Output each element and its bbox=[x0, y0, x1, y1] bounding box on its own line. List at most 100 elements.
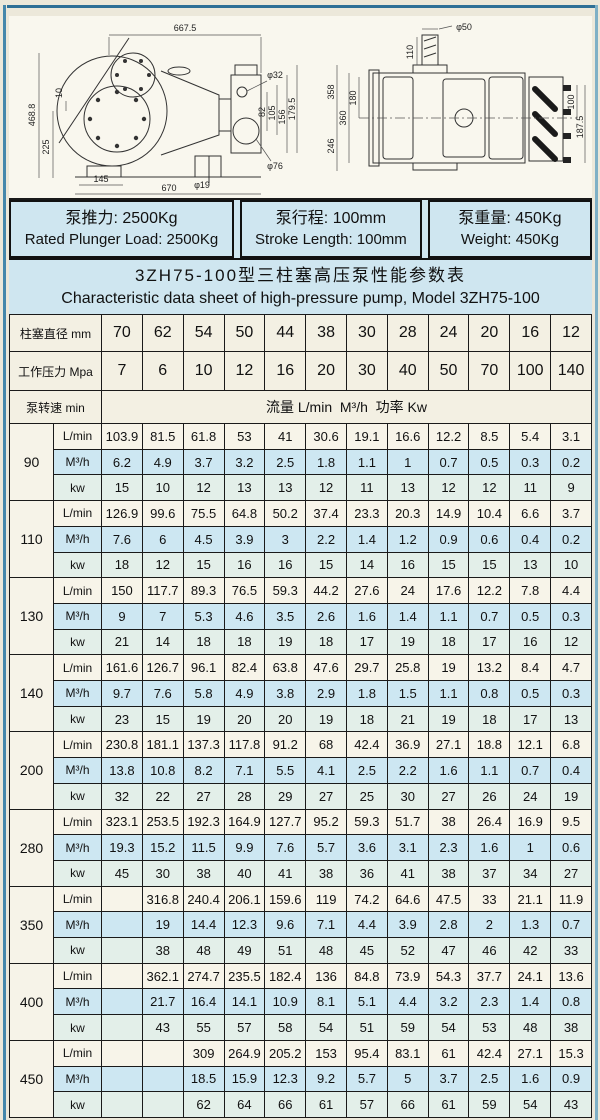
diameter-value-cell: 50 bbox=[223, 314, 266, 352]
dim-label: 667.5 bbox=[174, 23, 197, 33]
unit-cell: M³/h bbox=[52, 757, 103, 784]
value-cell: 37.4 bbox=[305, 500, 347, 527]
pump-top-view-drawing: φ50 110 358 246 360 180 100 187.5 bbox=[326, 22, 586, 171]
value-cell: 57 bbox=[345, 1091, 388, 1118]
dim-label: 179.5 bbox=[287, 98, 297, 121]
value-cell: 6 bbox=[141, 525, 184, 553]
data-row: M³/h 13.8 10.8 8.2 7.1 5.5 4.1 2.5 2.2 1.6 1.1 0.7 0… bbox=[10, 757, 592, 784]
speed-cell: 90 bbox=[9, 422, 54, 502]
value-cell: 95.4 bbox=[345, 1039, 388, 1067]
value-cell: 0.3 bbox=[550, 680, 592, 707]
performance-table-body: 90 L/min 103.9 81.5 61.8 53 41 30.6 19.1 16.6 12.2… bbox=[9, 422, 592, 1119]
value-cell: 19 bbox=[305, 705, 347, 733]
value-cell: 16 bbox=[223, 551, 266, 579]
value-cell: 48 bbox=[509, 1014, 552, 1041]
value-cell bbox=[101, 911, 143, 939]
value-cell: 64.6 bbox=[386, 885, 429, 913]
value-cell: 182.4 bbox=[264, 962, 307, 990]
value-cell: 164.9 bbox=[223, 808, 266, 836]
value-cell: 91.2 bbox=[264, 731, 307, 759]
value-cell: 73.9 bbox=[386, 962, 429, 990]
value-cell: 11.5 bbox=[182, 834, 225, 861]
plunger-load-en: Rated Plunger Load: 2500Kg bbox=[24, 230, 219, 248]
value-cell: 59.3 bbox=[264, 577, 307, 604]
value-cell: 9.7 bbox=[101, 680, 143, 707]
value-cell: 5.1 bbox=[345, 988, 388, 1016]
value-cell bbox=[101, 937, 143, 964]
value-cell: 19 bbox=[427, 705, 470, 733]
value-cell: 38 bbox=[427, 859, 470, 887]
value-cell: 41 bbox=[264, 423, 307, 450]
value-cell: 15.2 bbox=[141, 834, 184, 861]
value-cell: 58 bbox=[264, 1014, 307, 1041]
unit-cell: M³/h bbox=[52, 448, 103, 476]
data-row: kw 18 12 15 16 16 15 14 16 15 15 13 10 bbox=[10, 551, 592, 579]
value-cell bbox=[141, 1091, 184, 1118]
value-cell: 136 bbox=[305, 962, 347, 990]
value-cell: 7 bbox=[141, 602, 184, 630]
pump-side-view-outline bbox=[56, 37, 262, 183]
value-cell: 153 bbox=[305, 1039, 347, 1067]
value-cell: 2.2 bbox=[305, 525, 347, 553]
value-cell: 1.3 bbox=[509, 911, 552, 939]
dim-label: 360 bbox=[338, 110, 348, 125]
value-cell: 32 bbox=[101, 782, 143, 810]
value-cell: 18.5 bbox=[182, 1065, 225, 1093]
value-cell: 17 bbox=[468, 628, 511, 656]
value-cell: 12 bbox=[427, 474, 470, 502]
diameter-value-cell: 70 bbox=[101, 314, 143, 352]
data-row: 130 L/min 150 117.7 89.3 76.5 59.3 44.2 27.6 24 17… bbox=[9, 577, 592, 656]
dim-label: 225 bbox=[41, 139, 51, 154]
value-cell: 36 bbox=[345, 859, 388, 887]
value-cell: 42.4 bbox=[468, 1039, 511, 1067]
value-cell: 12.1 bbox=[509, 731, 552, 759]
value-cell: 126.7 bbox=[141, 654, 184, 682]
data-row: M³/h 9.7 7.6 5.8 4.9 3.8 2.9 1.8 1.5 1.1 0.8 0.5 0.3 bbox=[10, 680, 592, 707]
unit-cell: kw bbox=[52, 1091, 103, 1118]
value-cell: 27 bbox=[182, 782, 225, 810]
value-cell: 9.5 bbox=[550, 808, 592, 836]
unit-cell: L/min bbox=[52, 731, 103, 759]
dim-label: 670 bbox=[161, 183, 176, 193]
dim-label: 82 bbox=[257, 107, 267, 117]
value-cell: 42.4 bbox=[345, 731, 388, 759]
speed-cell: 130 bbox=[9, 577, 54, 656]
value-cell: 15 bbox=[305, 551, 347, 579]
value-cell bbox=[101, 1014, 143, 1041]
value-cell: 5 bbox=[386, 1065, 429, 1093]
pressure-value-cell: 140 bbox=[550, 351, 592, 391]
data-row: kw 43 55 57 58 54 51 59 54 53 48 38 bbox=[10, 1014, 592, 1041]
value-cell: 38 bbox=[427, 808, 470, 836]
diameter-value-cell: 24 bbox=[427, 314, 470, 352]
top-view-dimension-lines bbox=[336, 25, 586, 171]
value-cell: 2.2 bbox=[386, 757, 429, 784]
value-cell: 2.8 bbox=[427, 911, 470, 939]
value-cell: 1.6 bbox=[427, 757, 470, 784]
value-cell: 3.2 bbox=[427, 988, 470, 1016]
value-cell: 54 bbox=[427, 1014, 470, 1041]
value-cell: 66 bbox=[264, 1091, 307, 1118]
dim-label: 187.5 bbox=[575, 116, 585, 139]
plunger-diameter-header: 柱塞直径 mm bbox=[8, 314, 103, 352]
diameter-value-cell: 12 bbox=[550, 314, 592, 352]
unit-cell: M³/h bbox=[52, 1065, 103, 1093]
pump-side-view-drawing: 667.5 468.8 225 10 145 670 φ19 φ76 φ32 8… bbox=[27, 23, 298, 195]
value-cell: 75.5 bbox=[182, 500, 225, 527]
value-cell: 2.6 bbox=[305, 602, 347, 630]
value-cell: 119 bbox=[305, 885, 347, 913]
value-cell: 18.8 bbox=[468, 731, 511, 759]
unit-cell: kw bbox=[52, 705, 103, 733]
page-title-cn: 3ZH75-100型三柱塞高压泵性能参数表 bbox=[134, 265, 467, 285]
value-cell: 0.7 bbox=[468, 602, 511, 630]
value-cell: 30.6 bbox=[305, 423, 347, 450]
scan-frame-left bbox=[3, 5, 6, 1120]
speed-cell: 140 bbox=[9, 654, 54, 733]
value-cell: 13 bbox=[386, 474, 429, 502]
value-cell: 0.7 bbox=[509, 757, 552, 784]
value-cell: 5.7 bbox=[305, 834, 347, 861]
value-cell: 64 bbox=[223, 1091, 266, 1118]
data-row: kw 15 10 12 13 13 12 11 13 12 12 11 9 bbox=[10, 474, 592, 502]
value-cell: 27.1 bbox=[427, 731, 470, 759]
value-cell: 18 bbox=[182, 628, 225, 656]
pressure-value-cell: 16 bbox=[264, 351, 307, 391]
